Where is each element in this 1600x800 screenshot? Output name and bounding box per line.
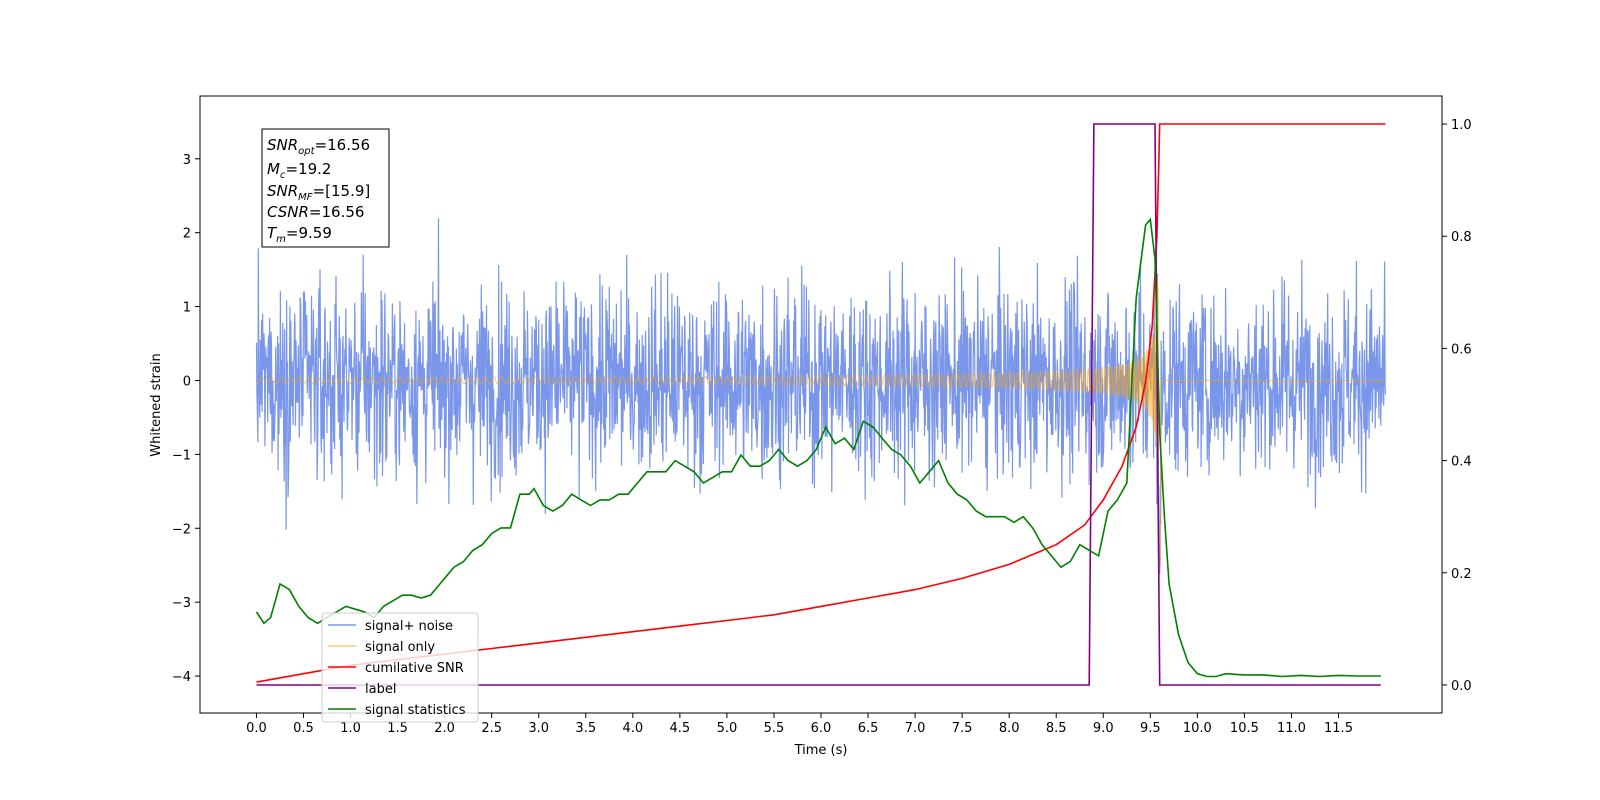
annotation-frame (261, 128, 390, 248)
x-tick-label: 5.5 (764, 721, 785, 736)
x-tick-label: 0.5 (293, 721, 314, 736)
annotation-tm: Tm=9.59 (267, 224, 332, 245)
y2-tick-label: 1.0 (1451, 118, 1472, 133)
y-tick-label: 1 (183, 301, 191, 316)
legend-entry-signal-statistics: signal statistics (328, 703, 466, 718)
x-tick-label: 4.5 (670, 721, 691, 736)
legend-entry-signal-noise: signal+ noise (328, 619, 453, 634)
series-line-label (256, 123, 1381, 686)
x-tick-label: 1.5 (387, 721, 408, 736)
legend-entry-cumulative-snr: cumilative SNR (328, 661, 464, 676)
legend-label: signal only (365, 640, 435, 655)
x-tick-label: 9.0 (1093, 721, 1114, 736)
x-tick-label: 3.0 (528, 721, 549, 736)
y-tick-label: −4 (172, 670, 191, 685)
y-axis-right-ticks: 1.0 0.8 0.6 0.4 0.2 0.0 (1442, 118, 1472, 694)
legend-frame (321, 612, 479, 723)
x-tick-label: 3.5 (575, 721, 596, 736)
x-tick-label: 4.0 (622, 721, 643, 736)
legend-entry-label: label (328, 682, 396, 697)
x-tick-label: 11.0 (1277, 721, 1306, 736)
x-tick-label: 7.0 (905, 721, 926, 736)
x-axis-ticks: 0.0 0.5 1.0 1.5 2.0 2.5 3.0 3.5 4.0 4.5 5.0 5.5 6.0 6… (246, 713, 1353, 736)
y-tick-label: 3 (183, 153, 191, 168)
y-tick-label: −2 (172, 522, 191, 537)
legend-label: label (365, 682, 396, 697)
y2-tick-label: 0.2 (1451, 567, 1472, 582)
x-tick-label: 10.0 (1183, 721, 1212, 736)
annotation-snr-opt: SNRopt=16.56 (267, 136, 370, 157)
x-tick-label: 1.0 (340, 721, 361, 736)
y-tick-label: −3 (172, 596, 191, 611)
x-tick-label: 5.0 (717, 721, 738, 736)
x-tick-label: 2.0 (434, 721, 455, 736)
series-line-signal-noise (255, 218, 1387, 575)
x-tick-label: 11.5 (1324, 721, 1353, 736)
y-tick-label: 2 (183, 227, 191, 242)
x-tick-label: 10.5 (1230, 721, 1259, 736)
x-tick-label: 0.0 (246, 721, 267, 736)
plot-area (255, 123, 1387, 686)
series-line-signal-statistics (255, 217, 1381, 678)
x-axis-label: Time (s) (794, 743, 848, 758)
series-line-signal-only (256, 280, 1386, 566)
x-tick-label: 7.5 (952, 721, 973, 736)
x-tick-label: 8.5 (1046, 721, 1067, 736)
y-tick-label: 0 (183, 374, 191, 389)
x-tick-label: 6.5 (858, 721, 879, 736)
y2-tick-label: 0.8 (1451, 230, 1472, 245)
x-tick-label: 9.5 (1140, 721, 1161, 736)
y-axis-label: Whitened strain (149, 353, 164, 456)
x-tick-label: 8.0 (999, 721, 1020, 736)
x-tick-label: 2.5 (481, 721, 502, 736)
y2-tick-label: 0.0 (1451, 679, 1472, 694)
legend-label: signal+ noise (365, 619, 453, 634)
annotation-snr-mf: SNRMF=[15.9] (267, 182, 370, 203)
annotation-csnr: CSNR=16.56 (267, 203, 364, 221)
annotation-mc: Mc=19.2 (267, 160, 331, 181)
legend-entry-signal-only: signal only (328, 640, 435, 655)
annotation-box: SNRopt=16.56 Mc=19.2 SNRMF=[15.9] CSNR=1… (261, 128, 390, 248)
y-tick-label: −1 (172, 448, 191, 463)
y2-tick-label: 0.6 (1451, 342, 1472, 357)
y-axis-left-ticks: 3 2 1 0 −1 −2 −3 −4 (172, 153, 200, 685)
y2-tick-label: 0.4 (1451, 455, 1472, 470)
legend-label: cumilative SNR (365, 661, 464, 676)
legend-label: signal statistics (365, 703, 466, 718)
x-tick-label: 6.0 (811, 721, 832, 736)
legend: signal+ noise signal only cumilative SNR… (321, 612, 479, 723)
